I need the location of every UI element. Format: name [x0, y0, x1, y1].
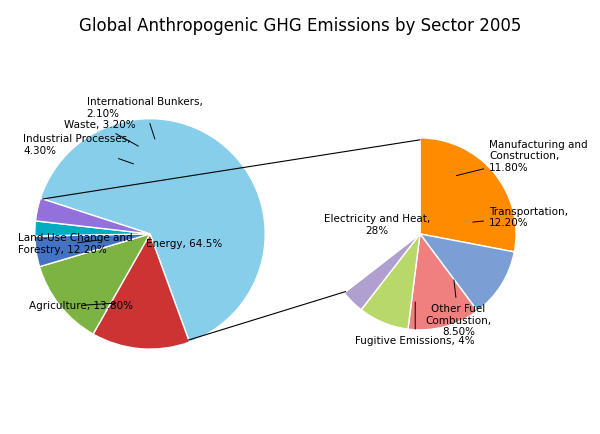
Text: Agriculture, 13.80%: Agriculture, 13.80%	[29, 301, 133, 311]
Wedge shape	[420, 138, 516, 252]
Text: Waste, 3.20%: Waste, 3.20%	[64, 120, 139, 147]
Wedge shape	[324, 138, 420, 293]
Text: Land-Use Change and
Forestry, 12.20%: Land-Use Change and Forestry, 12.20%	[17, 233, 132, 254]
Text: Energy, 64.5%: Energy, 64.5%	[146, 239, 223, 249]
Wedge shape	[361, 234, 420, 329]
Text: Fugitive Emissions, 4%: Fugitive Emissions, 4%	[355, 302, 475, 345]
Wedge shape	[40, 234, 150, 334]
Text: Other Fuel
Combustion,
8.50%: Other Fuel Combustion, 8.50%	[425, 280, 491, 336]
Text: Electricity and Heat,
28%: Electricity and Heat, 28%	[323, 214, 430, 236]
Wedge shape	[420, 234, 514, 311]
Wedge shape	[35, 199, 150, 234]
Text: International Bunkers,
2.10%: International Bunkers, 2.10%	[86, 97, 203, 140]
Text: Manufacturing and
Construction,
11.80%: Manufacturing and Construction, 11.80%	[456, 139, 588, 176]
Wedge shape	[408, 234, 478, 330]
Text: Industrial Processes,
4.30%: Industrial Processes, 4.30%	[23, 134, 134, 164]
Wedge shape	[93, 234, 190, 349]
Wedge shape	[35, 234, 150, 267]
Wedge shape	[40, 119, 265, 342]
Text: Global Anthropogenic GHG Emissions by Sector 2005: Global Anthropogenic GHG Emissions by Se…	[79, 17, 521, 35]
Wedge shape	[344, 234, 420, 310]
Wedge shape	[35, 221, 150, 237]
Text: Transportation,
12.20%: Transportation, 12.20%	[473, 206, 568, 228]
